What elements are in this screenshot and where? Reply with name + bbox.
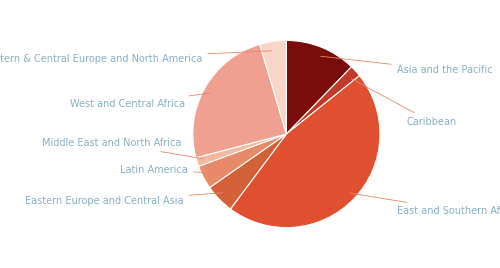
Text: Asia and the Pacific: Asia and the Pacific [321, 56, 492, 75]
Wedge shape [196, 134, 286, 166]
Text: Middle East and North Africa: Middle East and North Africa [42, 138, 203, 159]
Wedge shape [198, 134, 286, 188]
Text: Caribbean: Caribbean [351, 79, 457, 127]
Text: Latin America: Latin America [120, 165, 209, 174]
Wedge shape [260, 40, 286, 134]
Text: Western & Central Europe and North America: Western & Central Europe and North Ameri… [0, 51, 272, 64]
Wedge shape [193, 44, 286, 158]
Wedge shape [286, 40, 352, 134]
Wedge shape [230, 76, 380, 228]
Wedge shape [286, 67, 360, 134]
Text: Eastern Europe and Central Asia: Eastern Europe and Central Asia [25, 193, 223, 206]
Wedge shape [210, 134, 286, 209]
Text: East and Southern Africa: East and Southern Africa [350, 193, 500, 216]
Text: West and Central Africa: West and Central Africa [70, 93, 210, 109]
